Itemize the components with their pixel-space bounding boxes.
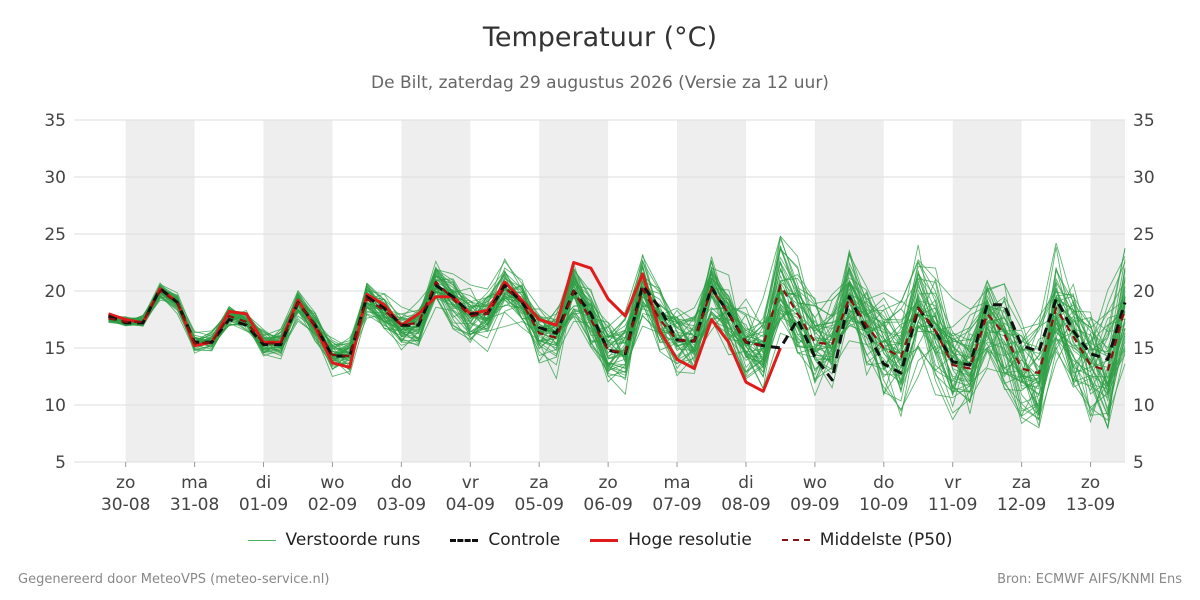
ensemble-member-line bbox=[108, 271, 1126, 421]
legend-item-median: Middelste (P50) bbox=[781, 530, 953, 550]
ensemble-member-line bbox=[108, 248, 1126, 425]
x-tick-day: vr bbox=[944, 473, 961, 493]
legend-label-members: Verstoorde runs bbox=[285, 530, 421, 550]
chart-subtitle: De Bilt, zaterdag 29 augustus 2026 (Vers… bbox=[371, 73, 829, 93]
ensemble-member-line bbox=[108, 242, 1126, 397]
y-tick-label-left: 15 bbox=[44, 339, 66, 359]
x-tick-date: 03-09 bbox=[377, 495, 426, 515]
y-tick-label-right: 15 bbox=[1133, 339, 1155, 359]
ensemble-member-line bbox=[108, 267, 1126, 382]
x-tick-date: 09-09 bbox=[790, 495, 839, 515]
legend-swatch-hires bbox=[590, 538, 619, 542]
x-tick-date: 30-08 bbox=[101, 495, 150, 515]
x-tick-day: ma bbox=[181, 473, 208, 493]
y-tick-label-right: 25 bbox=[1133, 225, 1155, 245]
footer-source: Bron: ECMWF AIFS/KNMI Ens bbox=[997, 572, 1182, 587]
x-tick-day: zo bbox=[1081, 473, 1100, 493]
legend-item-members: Verstoorde runs bbox=[247, 530, 421, 550]
x-tick-day: ma bbox=[664, 473, 691, 493]
x-tick-day: zo bbox=[116, 473, 135, 493]
y-tick-label-left: 25 bbox=[44, 225, 66, 245]
y-tick-label-left: 35 bbox=[44, 111, 66, 131]
legend-label-control: Controle bbox=[488, 530, 561, 550]
x-tick-date: 08-09 bbox=[721, 495, 770, 515]
legend-item-hires: Hoge resolutie bbox=[590, 530, 752, 550]
x-tick-day: vr bbox=[462, 473, 479, 493]
x-tick-day: di bbox=[256, 473, 272, 493]
x-tick-date: 31-08 bbox=[170, 495, 219, 515]
x-tick-day: do bbox=[873, 473, 894, 493]
footer-credit: Gegenereerd door MeteoVPS (meteo-service… bbox=[18, 572, 330, 587]
legend-swatch-control bbox=[450, 538, 479, 542]
x-tick-day: wo bbox=[320, 473, 344, 493]
x-tick-day: wo bbox=[803, 473, 827, 493]
ensemble-member-line bbox=[108, 253, 1126, 410]
y-tick-label-right: 5 bbox=[1133, 453, 1144, 473]
legend-swatch-members bbox=[247, 539, 276, 541]
y-tick-label-right: 30 bbox=[1133, 168, 1155, 188]
x-tick-date: 11-09 bbox=[928, 495, 977, 515]
x-tick-date: 01-09 bbox=[239, 495, 288, 515]
y-tick-label-left: 20 bbox=[44, 282, 66, 302]
ensemble-member-line bbox=[108, 235, 1126, 383]
x-tick-date: 13-09 bbox=[1066, 495, 1115, 515]
x-tick-date: 04-09 bbox=[446, 495, 495, 515]
x-tick-date: 12-09 bbox=[997, 495, 1046, 515]
y-tick-label-right: 20 bbox=[1133, 282, 1155, 302]
x-tick-day: za bbox=[1012, 473, 1031, 493]
legend: Verstoorde runs Controle Hoge resolutie … bbox=[0, 530, 1200, 550]
median-line bbox=[108, 280, 1127, 375]
x-tick-day: do bbox=[391, 473, 412, 493]
ensemble-member-line bbox=[108, 260, 1126, 415]
x-tick-day: di bbox=[738, 473, 754, 493]
hires-line bbox=[108, 261, 782, 393]
legend-label-median: Middelste (P50) bbox=[819, 530, 953, 550]
y-tick-label-left: 30 bbox=[44, 168, 66, 188]
ensemble-member-line bbox=[108, 248, 1126, 408]
y-tick-label-right: 10 bbox=[1133, 396, 1155, 416]
ensemble-member-line bbox=[108, 268, 1126, 429]
legend-item-control: Controle bbox=[450, 530, 560, 550]
y-tick-label-right: 35 bbox=[1133, 111, 1155, 131]
x-tick-date: 06-09 bbox=[583, 495, 632, 515]
ensemble-member-line bbox=[108, 260, 1126, 430]
x-tick-day: zo bbox=[598, 473, 617, 493]
legend-label-hires: Hoge resolutie bbox=[628, 530, 752, 550]
x-tick-date: 07-09 bbox=[652, 495, 701, 515]
x-tick-date: 10-09 bbox=[859, 495, 908, 515]
y-tick-label-left: 5 bbox=[55, 453, 66, 473]
legend-swatch-median bbox=[781, 539, 810, 541]
ensemble-member-line bbox=[108, 267, 1126, 413]
x-tick-date: 02-09 bbox=[308, 495, 357, 515]
chart-title: Temperatuur (°C) bbox=[482, 22, 718, 53]
x-tick-date: 05-09 bbox=[514, 495, 563, 515]
y-tick-label-left: 10 bbox=[44, 396, 66, 416]
x-tick-day: za bbox=[530, 473, 549, 493]
